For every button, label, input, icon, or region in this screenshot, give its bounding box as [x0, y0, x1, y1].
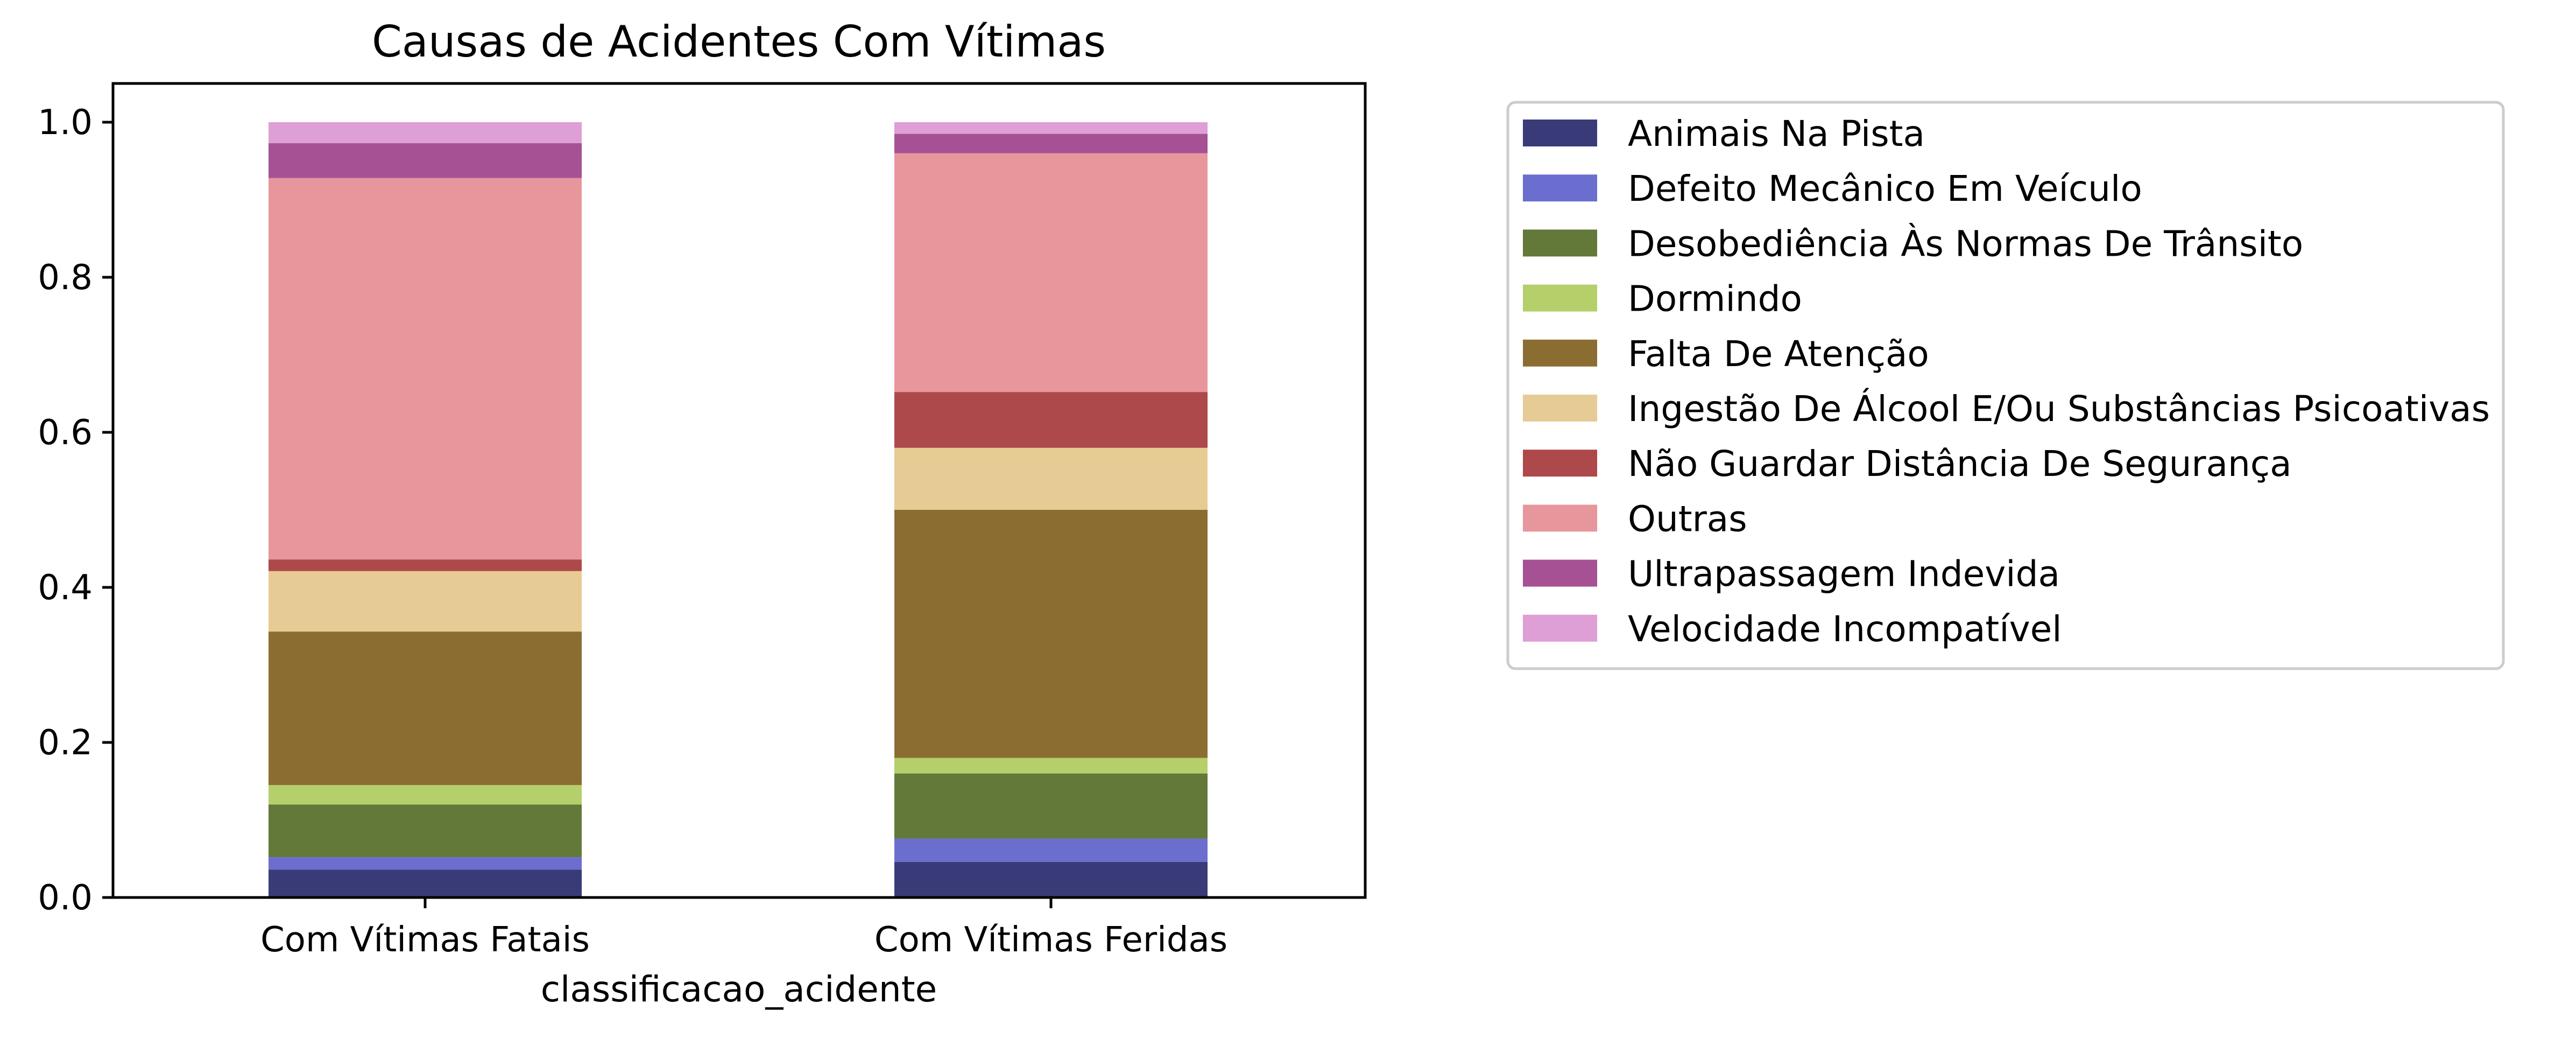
legend-swatch — [1523, 120, 1597, 146]
y-tick-label: 0.6 — [38, 413, 93, 453]
legend-swatch — [1523, 284, 1597, 312]
bar-segment — [269, 178, 582, 560]
bar-segment — [269, 869, 582, 897]
bar-segment — [894, 758, 1208, 774]
bar-segment — [894, 861, 1208, 897]
x-tick-label: Com Vítimas Feridas — [874, 920, 1227, 960]
plot-frame — [111, 82, 1367, 899]
y-tick-label: 0.2 — [38, 723, 93, 763]
bar-segment — [894, 134, 1208, 153]
bar-segment — [269, 143, 582, 178]
y-tick-label: 0.8 — [38, 258, 93, 298]
bar-segment — [269, 571, 582, 632]
bar-segment — [269, 804, 582, 858]
legend-swatch — [1523, 229, 1597, 257]
bar-segment — [894, 510, 1208, 758]
legend-frame — [1506, 101, 2505, 670]
legend-swatch — [1523, 614, 1597, 642]
chart-title: Causas de Acidentes Com Vítimas — [372, 17, 1106, 67]
y-tick-label: 1.0 — [38, 103, 93, 143]
legend-swatch — [1523, 395, 1597, 422]
legend-swatch — [1523, 450, 1597, 477]
legend-swatch — [1523, 504, 1597, 532]
y-axis: 0.0 0.2 0.4 0.6 0.8 1.0 — [38, 103, 113, 918]
legend-swatch — [1523, 339, 1597, 367]
y-tick-label: 0.4 — [38, 568, 93, 608]
y-tick-label: 0.0 — [38, 878, 93, 918]
legend-label: Velocidade Incompatível — [1628, 608, 2062, 650]
x-tick-label: Com Vítimas Fatais — [260, 920, 590, 960]
legend-label: Não Guardar Distância De Segurança — [1628, 443, 2292, 485]
bar-segment — [894, 838, 1208, 862]
bar-segment — [269, 857, 582, 870]
legend-label: Ultrapassagem Indevida — [1628, 553, 2060, 595]
bar-segment — [269, 785, 582, 805]
legend-label: Desobediência Às Normas De Trânsito — [1628, 223, 2303, 264]
x-axis: Com Vítimas Fatais Com Vítimas Feridas — [260, 897, 1227, 960]
bar-segment — [894, 122, 1208, 134]
legend-label: Falta De Atenção — [1628, 333, 1929, 375]
bar-segment — [894, 392, 1208, 448]
legend-swatch — [1523, 174, 1597, 202]
bar-segment — [894, 773, 1208, 839]
legend-swatch — [1523, 559, 1597, 587]
legend: Animais Na Pista Defeito Mecânico Em Veíc… — [1506, 101, 2505, 670]
legend-label: Defeito Mecânico Em Veículo — [1628, 168, 2142, 209]
bar-segment — [269, 122, 582, 143]
legend-label: Outras — [1628, 498, 1747, 539]
legend-label: Ingestão De Álcool E/Ou Substâncias Psic… — [1628, 388, 2490, 430]
x-axis-label: classificacao_acidente — [541, 969, 937, 1010]
bar-segment — [894, 153, 1208, 392]
legend-label: Dormindo — [1628, 278, 1802, 320]
bar-segment — [269, 559, 582, 571]
bar-segment — [894, 447, 1208, 510]
bar-segment — [269, 632, 582, 785]
bars-group — [269, 122, 1208, 897]
legend-label: Animais Na Pista — [1628, 113, 1925, 155]
